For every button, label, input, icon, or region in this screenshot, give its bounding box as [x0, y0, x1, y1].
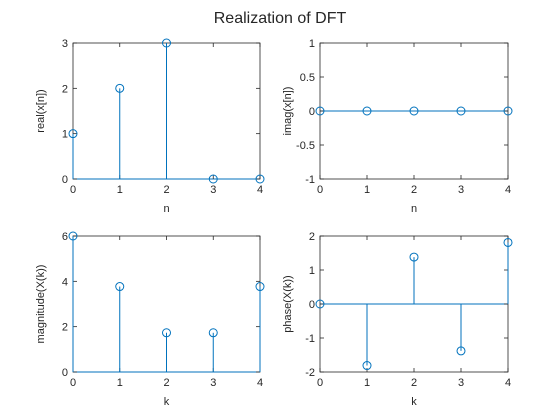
stem-marker [409, 106, 419, 116]
x-axis-label: n [411, 203, 417, 215]
x-axis-label: k [164, 396, 170, 408]
x-tick-label: 3 [458, 184, 464, 196]
x-tick-label: 4 [257, 184, 263, 196]
subplot-2: 0 1 2 3 4 -1 -0.5 0 0.5 1 n imag(x[n]) [282, 38, 513, 215]
y-axis-label: phase(X(k)) [282, 275, 294, 332]
y-axis-label: imag(x[n]) [282, 87, 294, 136]
y-tick-label: 0 [62, 367, 68, 379]
x-tick-label: 1 [364, 377, 370, 389]
stem-marker [255, 174, 265, 184]
stem-marker [208, 328, 218, 338]
y-tick-label: 2 [62, 83, 68, 95]
x-tick-label: 2 [411, 377, 417, 389]
stem-marker [315, 299, 325, 309]
stem-marker [456, 106, 466, 116]
x-axis-label: n [163, 203, 169, 215]
y-axis-label: real(x[n]) [35, 89, 47, 132]
stem-marker [456, 346, 466, 356]
stem-marker [362, 361, 372, 371]
x-tick-label: 3 [210, 184, 216, 196]
y-tick-label: 0 [309, 299, 315, 311]
y-tick-label: 1 [62, 129, 68, 141]
y-tick-label: -0.5 [296, 140, 315, 152]
stem-marker [409, 252, 419, 262]
stem-marker [68, 129, 78, 139]
subplot-4: 0 1 2 3 4 -2 -1 0 1 2 k phase(X(k)) [282, 231, 513, 408]
stem-marker [115, 83, 125, 93]
x-tick-label: 3 [458, 377, 464, 389]
stem-marker [162, 328, 171, 338]
x-tick-label: 4 [505, 377, 511, 389]
y-tick-label: 0.5 [300, 72, 315, 84]
y-tick-label: 1 [309, 265, 315, 277]
x-tick-label: 0 [317, 184, 323, 196]
y-tick-label: -2 [305, 367, 315, 379]
stem-marker [503, 106, 513, 116]
y-tick-label: 6 [62, 231, 68, 243]
y-tick-label: -1 [305, 174, 315, 186]
y-tick-label: 4 [62, 276, 68, 288]
subplot-1: 0 1 2 3 4 0 1 2 3 n real(x[n]) [35, 38, 265, 215]
x-tick-label: 1 [117, 377, 123, 389]
x-tick-label: 0 [317, 377, 323, 389]
figure-title: Realization of DFT [213, 10, 347, 27]
stem-marker [68, 231, 78, 241]
subplot-3: 0 1 2 3 4 0 2 4 6 k magnitude(X(k)) [35, 231, 265, 408]
y-tick-label: 0 [62, 174, 68, 186]
stem-marker [208, 174, 218, 184]
x-tick-label: 0 [70, 377, 76, 389]
x-tick-label: 4 [505, 184, 511, 196]
stem-marker [255, 282, 265, 292]
x-tick-label: 2 [163, 184, 169, 196]
y-tick-label: 2 [309, 231, 315, 243]
y-tick-label: -1 [305, 333, 315, 345]
x-tick-label: 4 [257, 377, 263, 389]
y-tick-label: 2 [62, 322, 68, 334]
stem-marker [503, 237, 513, 247]
x-tick-label: 2 [163, 377, 169, 389]
stem-marker [162, 38, 171, 48]
y-axis-label: magnitude(X(k)) [35, 265, 47, 344]
x-tick-label: 0 [70, 184, 76, 196]
x-tick-label: 3 [210, 377, 216, 389]
y-tick-label: 1 [309, 38, 315, 50]
stem-marker [315, 106, 325, 116]
x-tick-label: 1 [117, 184, 123, 196]
y-tick-label: 0 [309, 106, 315, 118]
stem-marker [362, 106, 372, 116]
x-tick-label: 2 [411, 184, 417, 196]
stem-marker [115, 282, 125, 292]
x-axis-label: k [411, 396, 417, 408]
x-tick-label: 1 [364, 184, 370, 196]
y-tick-label: 3 [62, 38, 68, 50]
